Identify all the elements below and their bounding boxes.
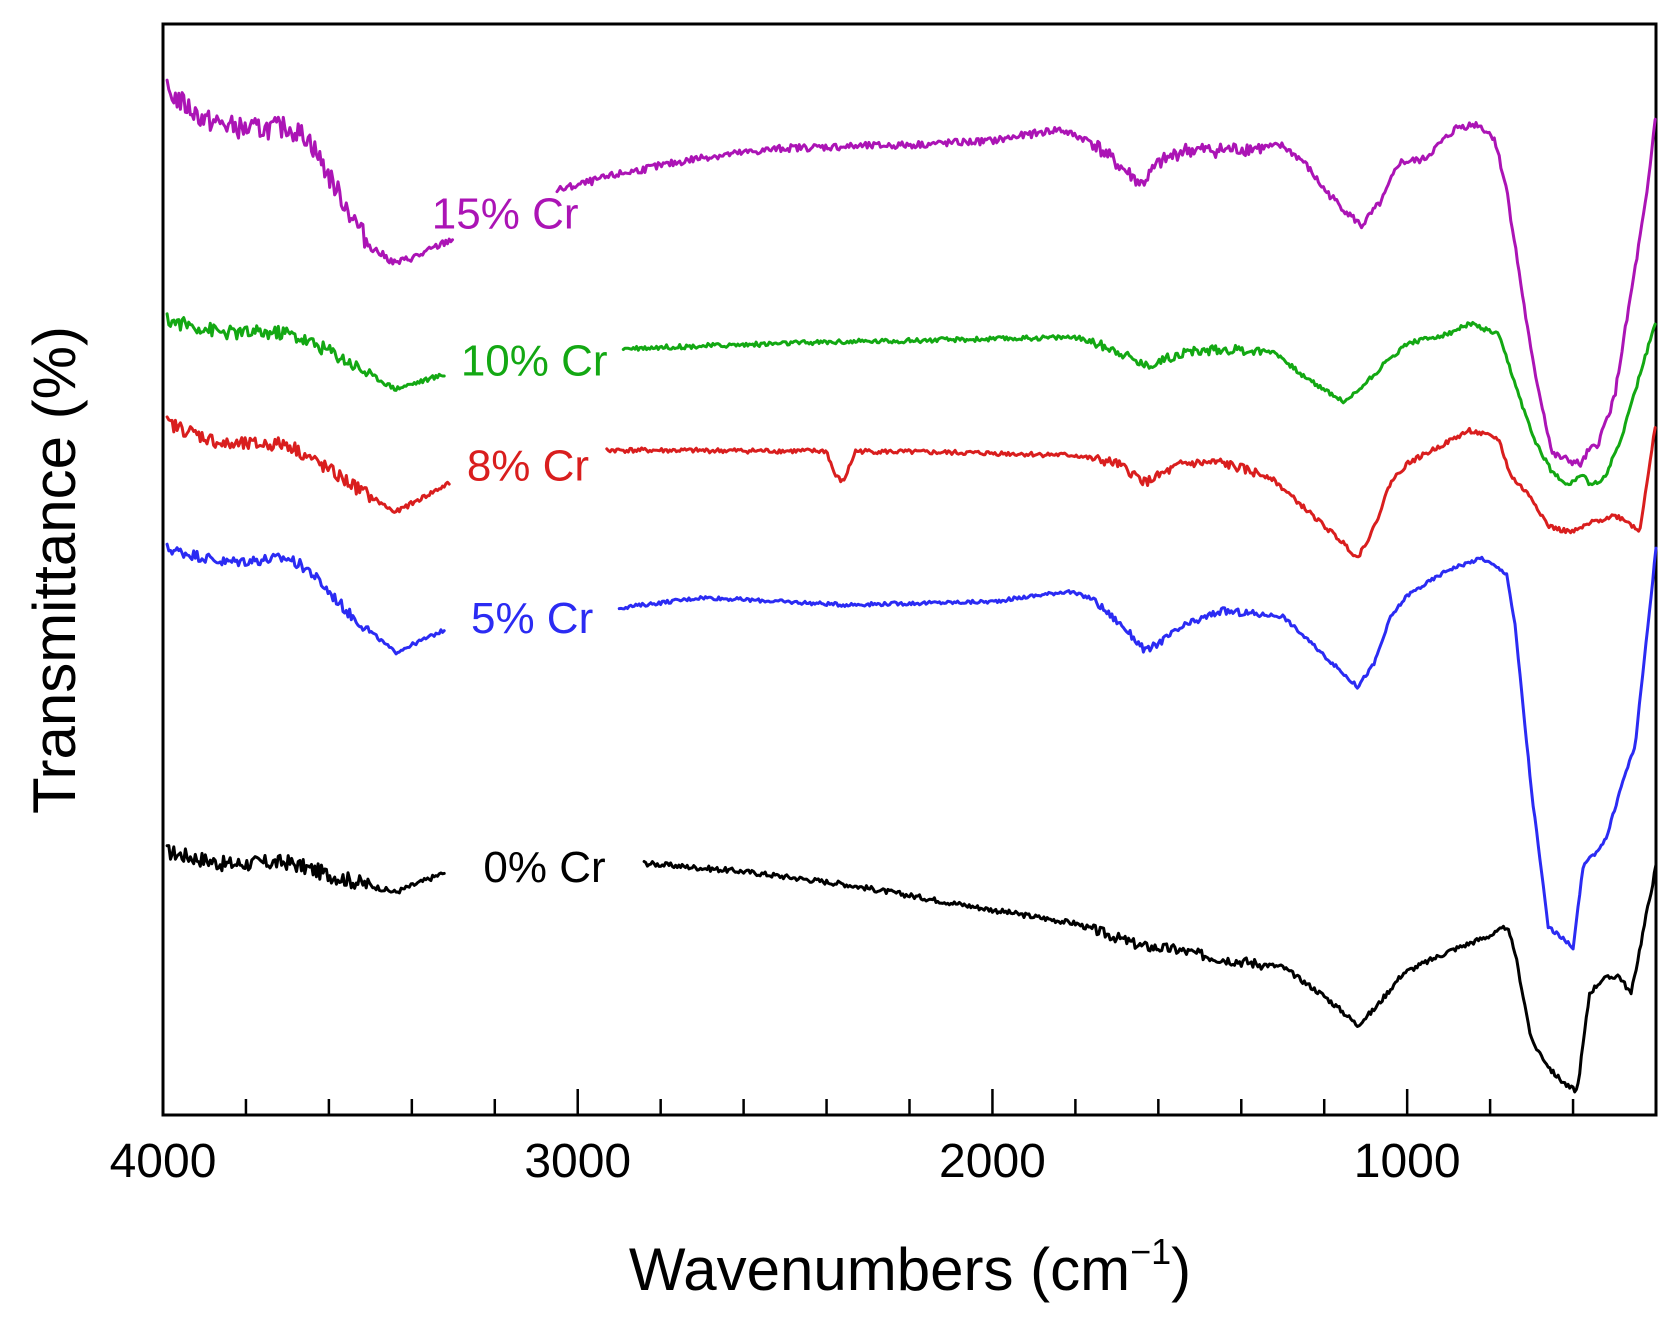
series-line-5-cr-2 [617, 546, 1658, 951]
x-axis-ticks [161, 1089, 1658, 1115]
x-tick-label: 4000 [110, 1135, 217, 1188]
y-axis-title: Transmittance (%) [21, 326, 88, 814]
series-line-0-cr-1 [165, 844, 446, 895]
series-line-0-cr-2 [642, 860, 1658, 1094]
series-label: 5% Cr [471, 594, 593, 643]
series-line-15-cr-2 [555, 117, 1657, 468]
series-label: 10% Cr [461, 336, 608, 385]
series-label: 0% Cr [483, 843, 605, 892]
series-label: 15% Cr [432, 189, 579, 238]
series-layer [165, 78, 1658, 1094]
series-label: 8% Cr [467, 442, 589, 491]
x-axis-tick-labels: 4000 3000 2000 1000 [110, 1135, 1461, 1188]
plot-frame [161, 22, 1658, 1117]
series-line-5-cr-1 [165, 542, 446, 656]
x-axis-title: Wavenumbers (cm−1) [629, 1231, 1191, 1303]
series-label-layer: 0% Cr 5% Cr 8% Cr 10% Cr 15% Cr [432, 189, 608, 891]
series-line-15-cr-1 [165, 78, 454, 266]
series-line-8-cr-2 [605, 426, 1657, 559]
series-line-10-cr-1 [165, 312, 446, 392]
series-line-8-cr-1 [165, 415, 451, 514]
x-tick-label: 3000 [524, 1135, 631, 1188]
series-line-10-cr-2 [621, 321, 1657, 487]
x-tick-label: 2000 [939, 1135, 1046, 1188]
x-tick-label: 1000 [1354, 1135, 1461, 1188]
